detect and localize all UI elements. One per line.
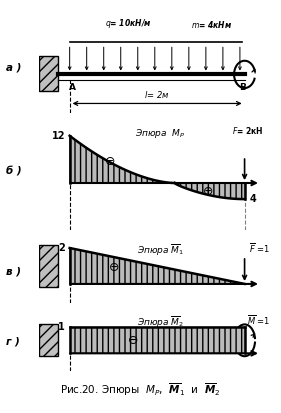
Text: 4: 4: [249, 194, 256, 204]
Text: $F$= 2кН: $F$= 2кН: [232, 125, 263, 136]
Polygon shape: [175, 183, 244, 199]
Text: 2: 2: [58, 243, 65, 253]
Text: Эпюра $\overline{M}_2$: Эпюра $\overline{M}_2$: [137, 315, 184, 330]
Text: б ): б ): [6, 166, 21, 176]
Text: A: A: [69, 83, 76, 92]
Text: $\ominus$: $\ominus$: [104, 155, 115, 168]
Polygon shape: [70, 136, 175, 183]
Text: 1: 1: [58, 322, 65, 332]
Text: Эпюра $\overline{M}_1$: Эпюра $\overline{M}_1$: [137, 242, 184, 258]
Bar: [39, 56, 58, 91]
Text: $\oplus$: $\oplus$: [201, 185, 213, 198]
Text: $\ominus$: $\ominus$: [127, 334, 138, 347]
Text: Рис.20. Эпюры  $\boldsymbol{M_P}$,  $\overline{\boldsymbol{M}}_1$  и  $\overline: Рис.20. Эпюры $\boldsymbol{M_P}$, $\over…: [60, 382, 221, 398]
Text: $\ominus$: $\ominus$: [108, 261, 120, 274]
Text: B: B: [239, 83, 246, 92]
Text: $\overline{F}$ =1: $\overline{F}$ =1: [249, 241, 270, 255]
Text: $l$= 2м: $l$= 2м: [144, 89, 170, 100]
Bar: [39, 245, 58, 287]
Polygon shape: [70, 327, 244, 353]
Text: $\overline{M}$ =1: $\overline{M}$ =1: [247, 313, 270, 328]
Polygon shape: [70, 248, 244, 284]
Text: а ): а ): [6, 62, 21, 72]
Bar: [39, 325, 58, 356]
Text: в ): в ): [6, 266, 21, 277]
Text: $m$= 4кНм: $m$= 4кНм: [191, 19, 233, 30]
Text: Эпюра  $M_P$: Эпюра $M_P$: [135, 127, 186, 140]
Text: $q$= 10кН/м: $q$= 10кН/м: [105, 17, 151, 30]
Text: г ): г ): [6, 337, 19, 347]
Text: 12: 12: [51, 131, 65, 141]
